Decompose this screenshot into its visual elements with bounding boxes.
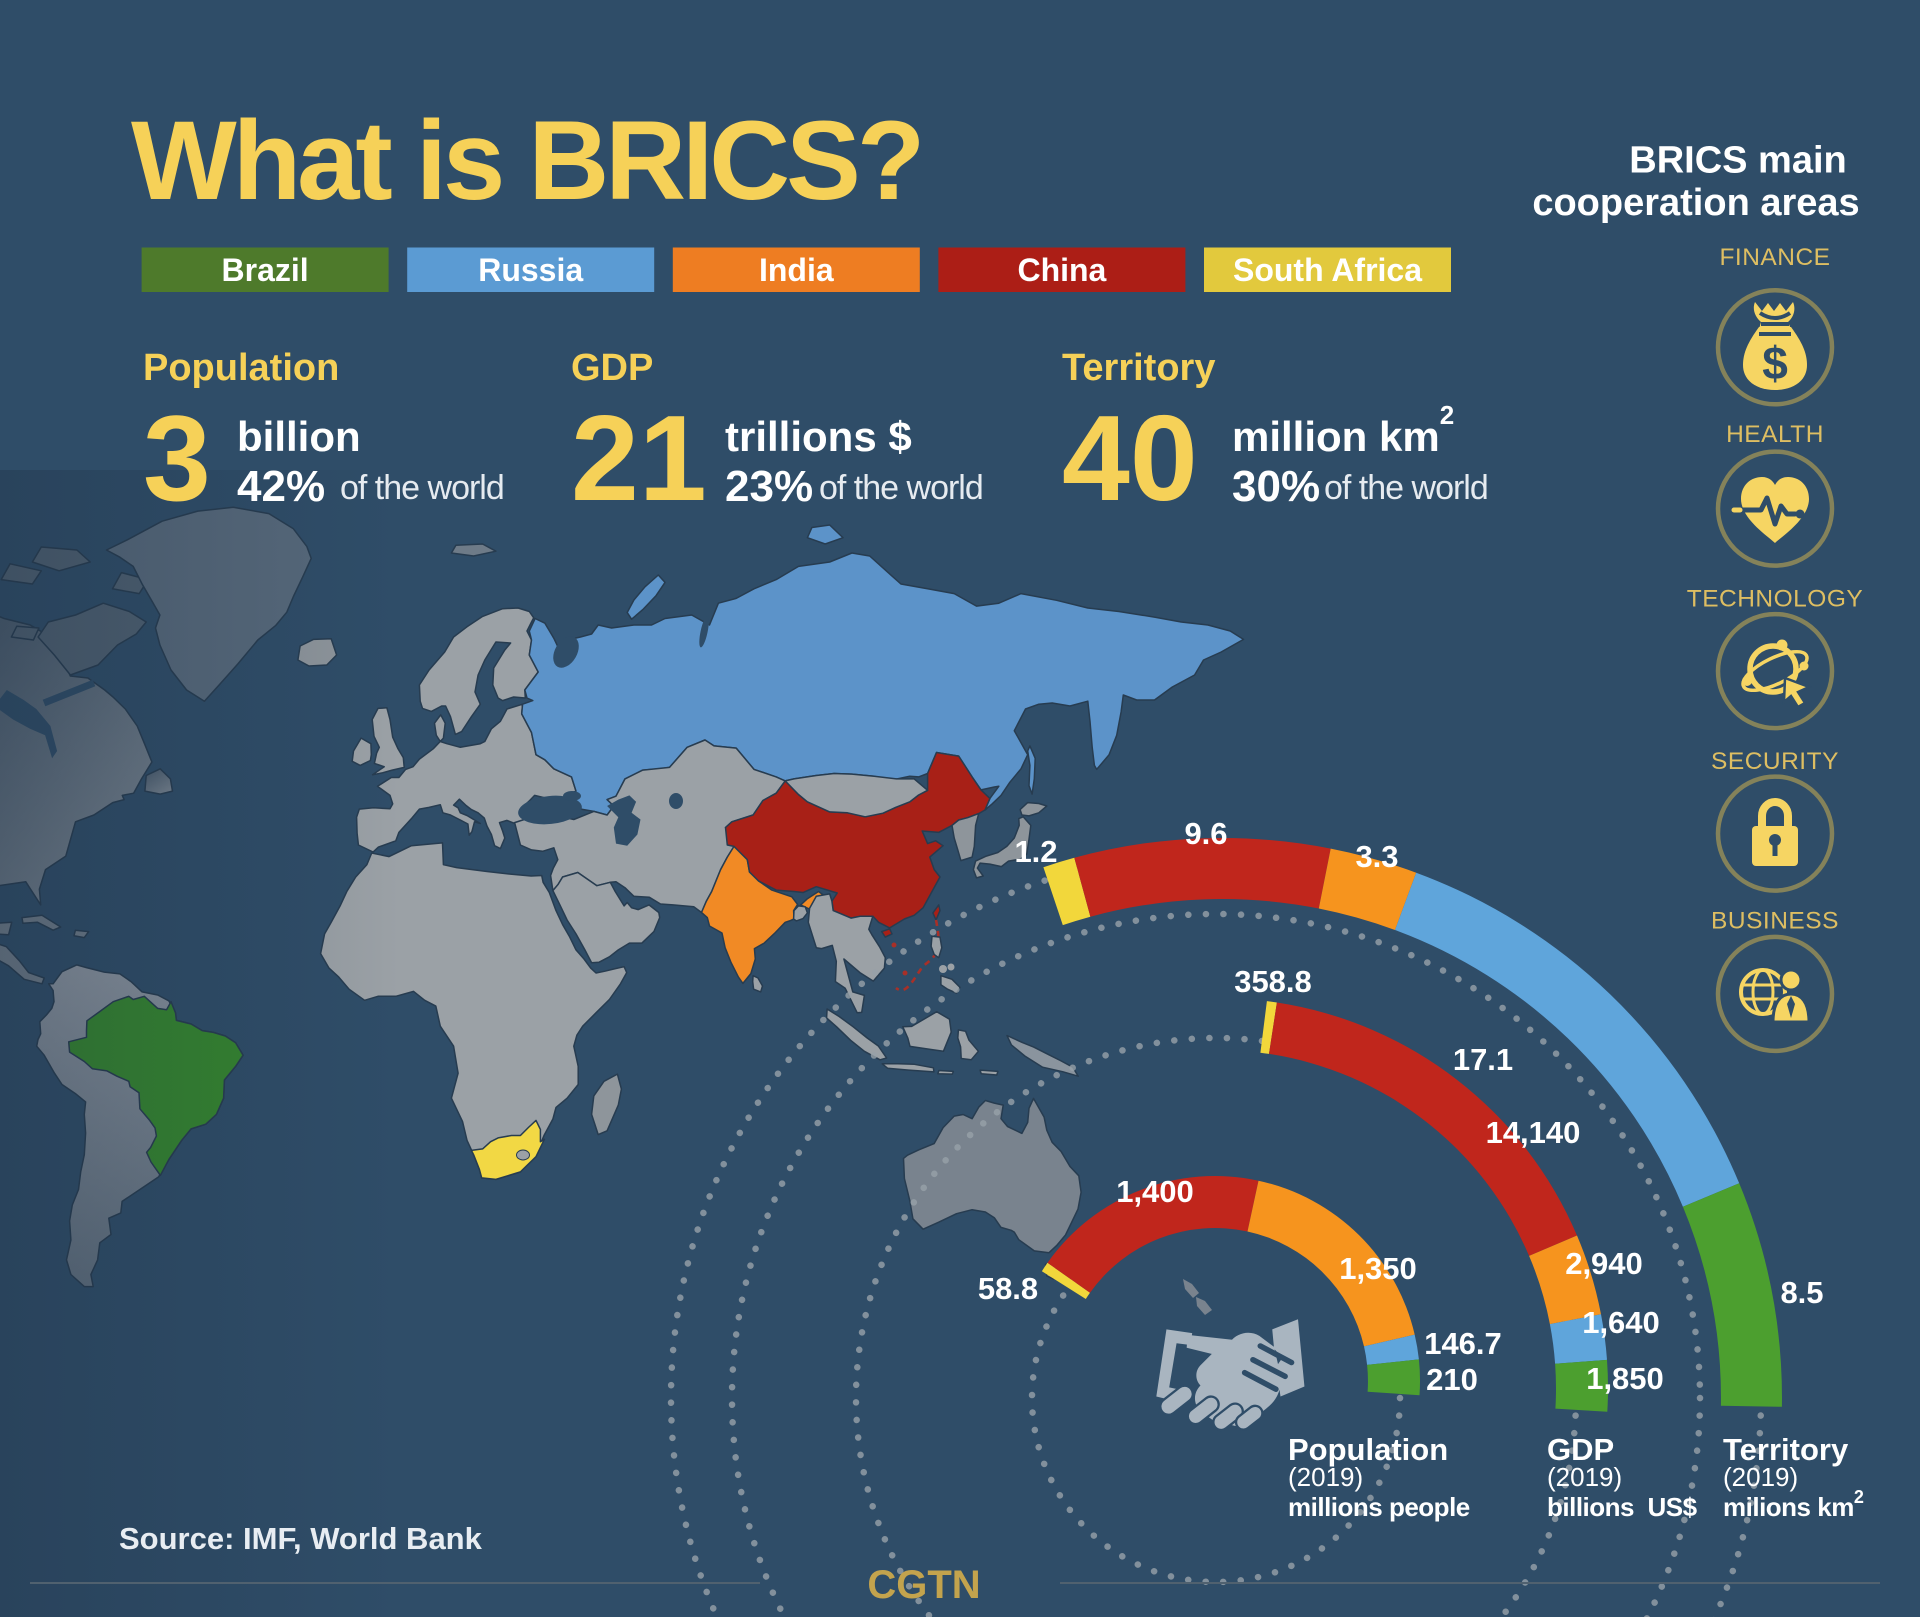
svg-text:30%: 30% bbox=[1232, 462, 1320, 511]
svg-text:cooperation areas: cooperation areas bbox=[1532, 182, 1859, 224]
svg-text:$: $ bbox=[1762, 337, 1788, 389]
svg-text:(2019): (2019) bbox=[1288, 1462, 1363, 1492]
svg-text:3: 3 bbox=[143, 390, 211, 526]
svg-text:GDP: GDP bbox=[571, 347, 653, 389]
svg-text:(2019): (2019) bbox=[1547, 1462, 1622, 1492]
svg-text:TECHNOLOGY: TECHNOLOGY bbox=[1687, 586, 1864, 613]
svg-text:millions people: millions people bbox=[1288, 1492, 1470, 1522]
svg-text:trillions $: trillions $ bbox=[725, 413, 912, 460]
svg-text:(2019): (2019) bbox=[1723, 1462, 1798, 1492]
svg-text:Russia: Russia bbox=[478, 252, 583, 288]
svg-text:FINANCE: FINANCE bbox=[1719, 244, 1830, 271]
svg-text:42%: 42% bbox=[237, 462, 325, 511]
svg-text:Source: IMF, World Bank: Source: IMF, World Bank bbox=[119, 1521, 483, 1556]
svg-text:23%: 23% bbox=[725, 462, 813, 511]
svg-text:HEALTH: HEALTH bbox=[1726, 421, 1824, 448]
svg-text:Territory: Territory bbox=[1062, 347, 1215, 389]
svg-text:SECURITY: SECURITY bbox=[1711, 748, 1839, 775]
svg-text:3.3: 3.3 bbox=[1355, 839, 1398, 874]
svg-text:What is BRICS?: What is BRICS? bbox=[131, 98, 921, 223]
svg-text:of the world: of the world bbox=[340, 469, 504, 507]
svg-text:India: India bbox=[759, 252, 834, 288]
svg-text:BUSINESS: BUSINESS bbox=[1711, 908, 1839, 935]
svg-text:Territory: Territory bbox=[1723, 1432, 1849, 1467]
svg-text:1,350: 1,350 bbox=[1339, 1251, 1417, 1286]
svg-text:8.5: 8.5 bbox=[1780, 1275, 1823, 1310]
svg-text:milions km2: milions km2 bbox=[1723, 1487, 1864, 1522]
svg-text:21: 21 bbox=[571, 390, 707, 526]
svg-text:9.6: 9.6 bbox=[1184, 816, 1227, 851]
svg-text:Brazil: Brazil bbox=[222, 252, 309, 288]
svg-text:1.2: 1.2 bbox=[1014, 834, 1057, 869]
svg-text:210: 210 bbox=[1426, 1362, 1478, 1397]
svg-text:40: 40 bbox=[1062, 390, 1198, 526]
svg-text:58.8: 58.8 bbox=[978, 1271, 1038, 1306]
svg-text:of the world: of the world bbox=[819, 469, 983, 507]
svg-text:GDP: GDP bbox=[1547, 1432, 1614, 1467]
svg-text:1,400: 1,400 bbox=[1116, 1174, 1194, 1209]
svg-text:billion: billion bbox=[237, 413, 361, 460]
svg-text:China: China bbox=[1017, 252, 1106, 288]
svg-text:Population: Population bbox=[143, 347, 339, 389]
svg-text:billions US$: billions US$ bbox=[1547, 1492, 1698, 1522]
svg-text:14,140: 14,140 bbox=[1486, 1115, 1581, 1150]
svg-text:2,940: 2,940 bbox=[1565, 1246, 1643, 1281]
svg-text:of the world: of the world bbox=[1324, 469, 1488, 507]
svg-text:South Africa: South Africa bbox=[1233, 252, 1422, 288]
svg-text:17.1: 17.1 bbox=[1453, 1042, 1513, 1077]
svg-text:358.8: 358.8 bbox=[1234, 964, 1312, 999]
svg-text:1,850: 1,850 bbox=[1586, 1361, 1664, 1396]
svg-text:Population: Population bbox=[1288, 1432, 1448, 1467]
svg-text:146.7: 146.7 bbox=[1424, 1326, 1502, 1361]
svg-text:1,640: 1,640 bbox=[1582, 1305, 1660, 1340]
svg-text:CGTN: CGTN bbox=[867, 1563, 980, 1607]
svg-text:BRICS main: BRICS main bbox=[1629, 140, 1846, 182]
